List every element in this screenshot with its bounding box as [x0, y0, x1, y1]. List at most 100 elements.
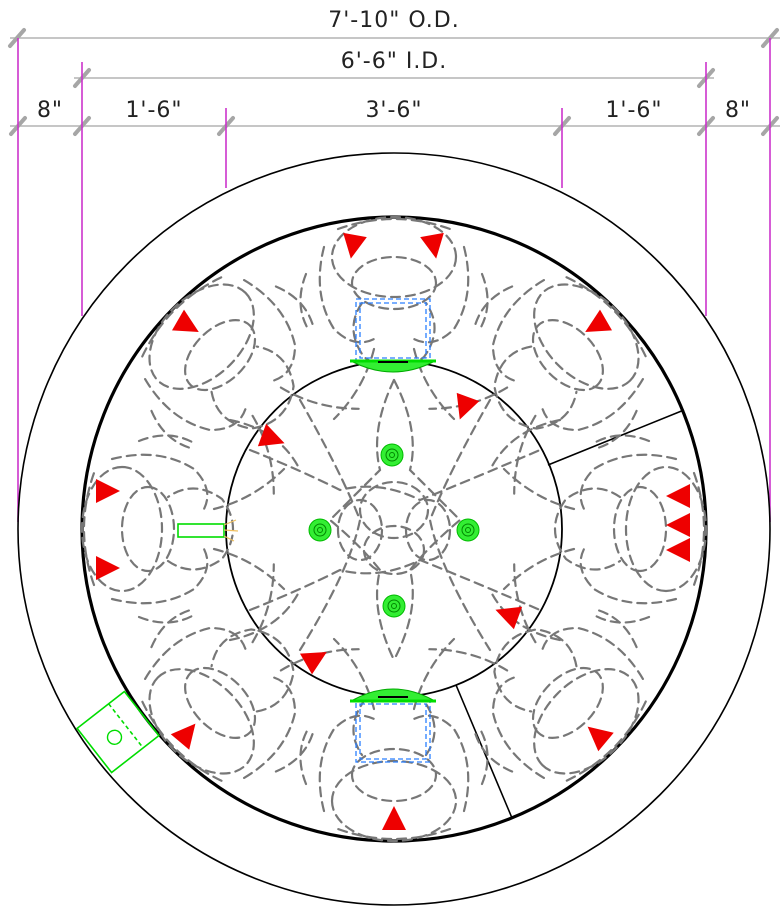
hidden-line [493, 345, 578, 430]
hidden-line [428, 648, 509, 672]
anchor-ring [317, 527, 323, 533]
hidden-line [579, 453, 678, 511]
hidden-line [143, 626, 247, 681]
hidden-line [595, 608, 638, 649]
anchor-point [456, 518, 480, 542]
red-marker [666, 538, 690, 562]
hidden-line [298, 398, 362, 652]
frame-inner [359, 703, 427, 760]
ring-right-label: 1'-6" [605, 98, 662, 123]
hidden-line [541, 626, 645, 681]
red-marker [343, 232, 367, 259]
hidden-line [412, 714, 470, 813]
red-marker [666, 513, 690, 537]
anchor-ring [391, 603, 397, 609]
hidden-line [533, 283, 640, 390]
hidden-line [473, 285, 514, 328]
hidden-line [166, 487, 234, 571]
hidden-line [330, 759, 458, 843]
fixture-hole [106, 729, 123, 745]
fixture-divider [108, 703, 144, 749]
hidden-line [595, 409, 638, 450]
top-frame [355, 298, 431, 362]
hidden-line [210, 345, 295, 430]
bay-group [80, 434, 286, 624]
hidden-line [502, 547, 576, 591]
bay-group [502, 434, 708, 624]
frame-inner [359, 302, 427, 359]
extension-lines [17, 38, 771, 522]
hidden-line [279, 386, 360, 410]
hidden-line [612, 485, 668, 573]
hidden-line [358, 480, 430, 540]
hidden-line [184, 666, 257, 739]
hidden-line [143, 377, 247, 432]
hidden-line [350, 255, 438, 311]
hidden-line [565, 276, 647, 358]
hidden-line [330, 215, 458, 299]
hidden-line [428, 386, 509, 410]
hidden-line [412, 245, 470, 344]
frame-outline [355, 298, 431, 362]
hidden-line [513, 563, 537, 644]
hidden-line-center-web [228, 378, 562, 662]
anchor-ring [461, 523, 475, 537]
red-marker [585, 309, 612, 332]
wall-left-label: 8" [37, 98, 63, 123]
hidden-line [332, 347, 376, 421]
id-label: 6'-6" I.D. [341, 49, 448, 74]
hidden-line [299, 727, 310, 786]
hidden-line [531, 319, 604, 392]
fixture-box [75, 690, 161, 774]
anchor-ring [385, 448, 399, 462]
hidden-line [274, 730, 315, 773]
hidden-line [141, 276, 223, 358]
bay-group [141, 563, 360, 782]
anchor-ring [389, 452, 395, 458]
bay-group [428, 276, 647, 495]
anchor-point [380, 443, 404, 467]
hidden-line [350, 747, 438, 803]
anchor-ring [313, 523, 327, 537]
anchor-point [382, 594, 406, 618]
bottom-frame [355, 699, 431, 763]
hidden-line [248, 558, 542, 612]
red-marker [420, 232, 444, 259]
red-marker [456, 392, 480, 420]
hidden-line [541, 377, 645, 432]
bay-group [299, 215, 489, 421]
hidden-line [274, 285, 315, 328]
anchor-point [308, 518, 332, 542]
red-marker [587, 726, 614, 752]
anchor-ring [465, 527, 471, 533]
fixture-half-disc [352, 688, 434, 701]
hidden-line [565, 700, 647, 782]
hidden-line [478, 727, 489, 786]
red-marker [666, 484, 690, 508]
hidden-line [212, 467, 286, 511]
hidden-line [531, 666, 604, 739]
hidden-line [242, 278, 297, 382]
fixture-tip [223, 519, 239, 542]
red-marker [495, 606, 523, 630]
dimension-labels: 7'-10" O.D. 6'-6" I.D. 8" 1'-6" 3'-6" 1'… [37, 8, 751, 123]
hidden-line [554, 487, 622, 571]
hidden-line [318, 714, 376, 813]
bay-group [428, 563, 647, 782]
fixture-bar [177, 523, 225, 538]
hidden-line [150, 608, 193, 649]
bay-group [141, 276, 360, 495]
wall-right-label: 8" [725, 98, 751, 123]
hidden-line [80, 465, 164, 593]
hidden-line [328, 378, 396, 662]
hidden-line [624, 465, 708, 593]
hidden-line [336, 498, 384, 562]
red-marker [170, 723, 196, 750]
inner-wall-circle [80, 215, 708, 843]
red-marker [96, 479, 120, 503]
hidden-line [148, 283, 255, 390]
outer-wall-circle [17, 152, 771, 906]
hidden-line [592, 613, 651, 624]
red-marker [382, 806, 406, 830]
